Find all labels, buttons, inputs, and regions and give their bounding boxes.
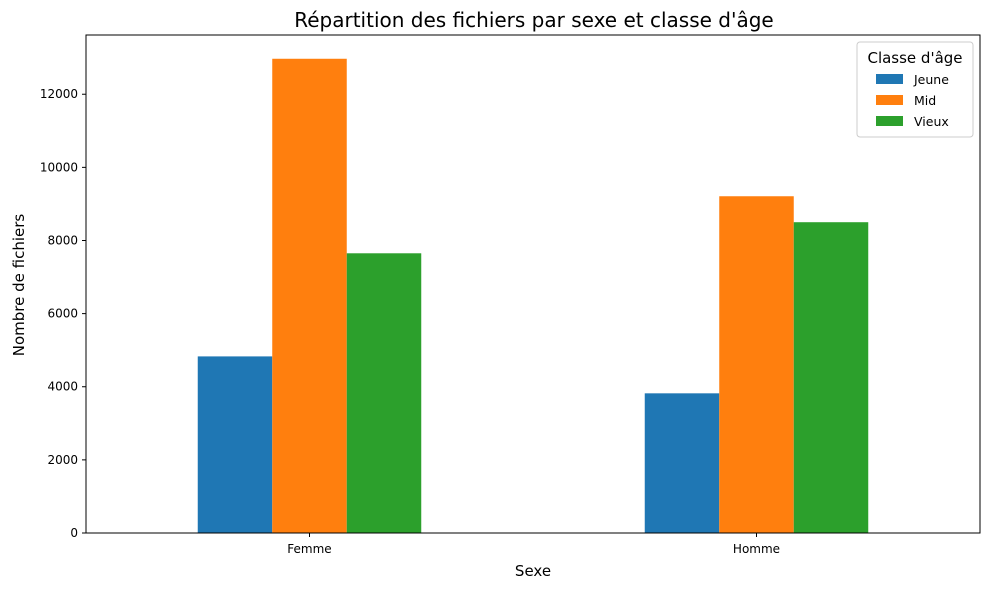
- x-tick-label: Femme: [287, 542, 331, 556]
- y-axis: 0 2000 4000 6000 8000 10000 12000: [40, 87, 86, 540]
- y-tick-label: 8000: [47, 233, 78, 247]
- legend: Classe d'âge Jeune Mid Vieux: [856, 41, 974, 138]
- y-tick-label: 0: [70, 526, 78, 540]
- plot-area: [197, 58, 869, 534]
- legend-title: Classe d'âge: [867, 49, 962, 67]
- plot-frame: [85, 34, 981, 534]
- y-tick-label: 10000: [40, 160, 78, 174]
- bar-femme-vieux: [346, 253, 422, 533]
- chart-title: Répartition des fichiers par sexe et cla…: [294, 8, 774, 32]
- y-tick-label: 4000: [47, 380, 78, 394]
- x-axis-label: Sexe: [515, 562, 551, 580]
- y-tick-label: 12000: [40, 87, 78, 101]
- legend-swatch-mid: [876, 95, 903, 105]
- bar-femme-mid: [272, 58, 347, 534]
- legend-swatch-vieux: [876, 116, 903, 126]
- legend-label-mid: Mid: [914, 93, 936, 108]
- bar-homme-mid: [719, 196, 794, 533]
- x-axis: Femme Homme: [287, 533, 780, 556]
- legend-label-jeune: Jeune: [913, 72, 949, 87]
- legend-swatch-jeune: [876, 74, 903, 84]
- y-axis-label: Nombre de fichiers: [10, 214, 28, 357]
- y-tick-label: 2000: [47, 453, 78, 467]
- bar-homme-jeune: [644, 393, 720, 533]
- legend-box: [856, 41, 974, 138]
- bar-homme-vieux: [793, 222, 869, 534]
- x-tick-label: Homme: [733, 542, 780, 556]
- bar-femme-jeune: [197, 356, 273, 533]
- y-tick-label: 6000: [47, 307, 78, 321]
- legend-label-vieux: Vieux: [914, 114, 949, 129]
